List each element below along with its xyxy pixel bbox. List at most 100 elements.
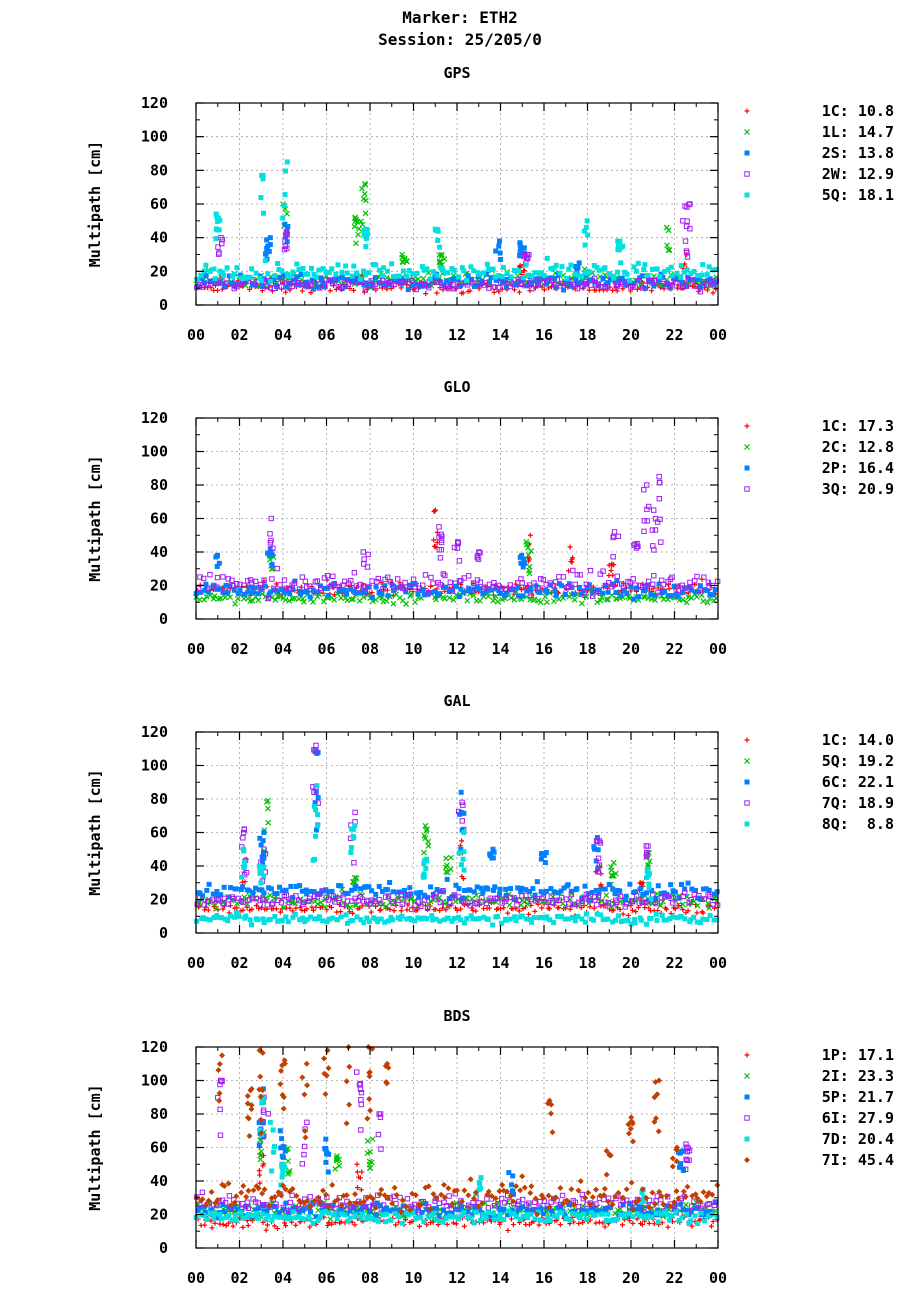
data-point bbox=[277, 274, 283, 280]
data-point bbox=[703, 1209, 709, 1215]
data-point bbox=[584, 218, 590, 224]
data-point bbox=[433, 890, 439, 897]
data-point bbox=[241, 859, 247, 865]
data-point bbox=[651, 507, 657, 513]
data-point bbox=[697, 920, 703, 926]
data-point bbox=[309, 265, 315, 271]
data-point bbox=[369, 1136, 376, 1143]
data-point bbox=[325, 1222, 331, 1228]
data-point bbox=[322, 1091, 329, 1098]
data-point bbox=[676, 284, 683, 290]
data-point bbox=[684, 1183, 691, 1190]
data-point bbox=[275, 1189, 282, 1196]
data-point bbox=[459, 838, 465, 844]
data-point bbox=[711, 891, 717, 897]
data-point bbox=[322, 1209, 328, 1215]
data-point bbox=[744, 150, 750, 156]
data-point bbox=[291, 580, 298, 586]
data-point bbox=[262, 258, 268, 264]
data-point bbox=[348, 586, 354, 592]
data-point bbox=[290, 908, 296, 914]
data-point bbox=[377, 907, 383, 913]
data-point bbox=[458, 1198, 465, 1205]
data-point bbox=[519, 1196, 526, 1203]
data-point bbox=[255, 1185, 262, 1192]
data-point bbox=[229, 894, 236, 900]
data-point bbox=[302, 578, 309, 585]
legend-entry-7Q: 7Q: 18.9 bbox=[822, 794, 894, 812]
data-point bbox=[249, 266, 255, 272]
data-point bbox=[664, 1212, 670, 1218]
data-point bbox=[421, 1219, 427, 1225]
x-tick-label: 06 bbox=[317, 1269, 335, 1287]
data-point bbox=[398, 892, 404, 898]
data-point bbox=[259, 172, 265, 178]
data-point bbox=[267, 531, 273, 537]
data-point bbox=[314, 901, 321, 907]
data-point bbox=[408, 582, 414, 588]
data-point bbox=[476, 586, 482, 592]
data-point bbox=[211, 1215, 217, 1221]
data-point bbox=[491, 1216, 497, 1222]
data-point bbox=[688, 1203, 695, 1209]
data-point bbox=[631, 264, 637, 270]
data-point bbox=[579, 916, 585, 922]
data-point bbox=[225, 1180, 232, 1187]
data-point bbox=[652, 516, 659, 522]
data-point bbox=[477, 579, 484, 585]
data-point bbox=[264, 1222, 270, 1228]
data-point bbox=[744, 108, 750, 114]
data-point bbox=[549, 1129, 556, 1136]
data-point bbox=[630, 1138, 637, 1145]
data-point bbox=[526, 272, 532, 278]
data-point bbox=[674, 915, 680, 921]
data-point bbox=[323, 1072, 330, 1079]
data-point bbox=[649, 1189, 656, 1196]
data-point bbox=[379, 273, 385, 279]
data-point bbox=[458, 1213, 464, 1219]
data-point bbox=[210, 583, 216, 589]
data-point bbox=[744, 1094, 750, 1100]
data-point bbox=[353, 1212, 359, 1218]
data-point bbox=[280, 215, 286, 221]
data-point bbox=[259, 1049, 266, 1056]
data-point bbox=[578, 600, 585, 607]
data-point bbox=[281, 1215, 287, 1221]
data-point bbox=[545, 1214, 551, 1220]
y-tick-label: 60 bbox=[150, 510, 168, 528]
data-point bbox=[239, 874, 245, 880]
data-point bbox=[421, 281, 428, 288]
data-point bbox=[265, 271, 271, 277]
data-point bbox=[459, 818, 465, 824]
data-point bbox=[564, 585, 570, 591]
data-point bbox=[270, 545, 276, 551]
data-point bbox=[277, 884, 283, 890]
data-point bbox=[287, 905, 293, 911]
data-point bbox=[332, 276, 338, 283]
data-point bbox=[451, 267, 457, 273]
data-point bbox=[487, 895, 493, 901]
data-point bbox=[618, 593, 624, 599]
data-point bbox=[596, 1219, 602, 1225]
data-point bbox=[581, 589, 587, 596]
data-point bbox=[744, 1157, 750, 1163]
data-point bbox=[282, 1165, 288, 1171]
data-point bbox=[609, 1201, 616, 1208]
data-point bbox=[406, 1211, 412, 1217]
data-point bbox=[245, 1223, 251, 1228]
data-point bbox=[582, 270, 588, 276]
data-point bbox=[744, 444, 750, 450]
data-point bbox=[680, 284, 686, 291]
data-point bbox=[426, 285, 432, 291]
data-point bbox=[374, 579, 380, 585]
data-point bbox=[561, 287, 567, 293]
data-point bbox=[473, 1209, 479, 1215]
data-point bbox=[676, 895, 682, 901]
data-point bbox=[323, 269, 329, 275]
data-point bbox=[205, 907, 211, 913]
data-point bbox=[456, 594, 462, 600]
legend-entry-2P: 2P: 16.4 bbox=[822, 459, 894, 477]
data-point bbox=[414, 270, 420, 276]
data-point bbox=[643, 921, 649, 927]
data-point bbox=[545, 277, 551, 283]
